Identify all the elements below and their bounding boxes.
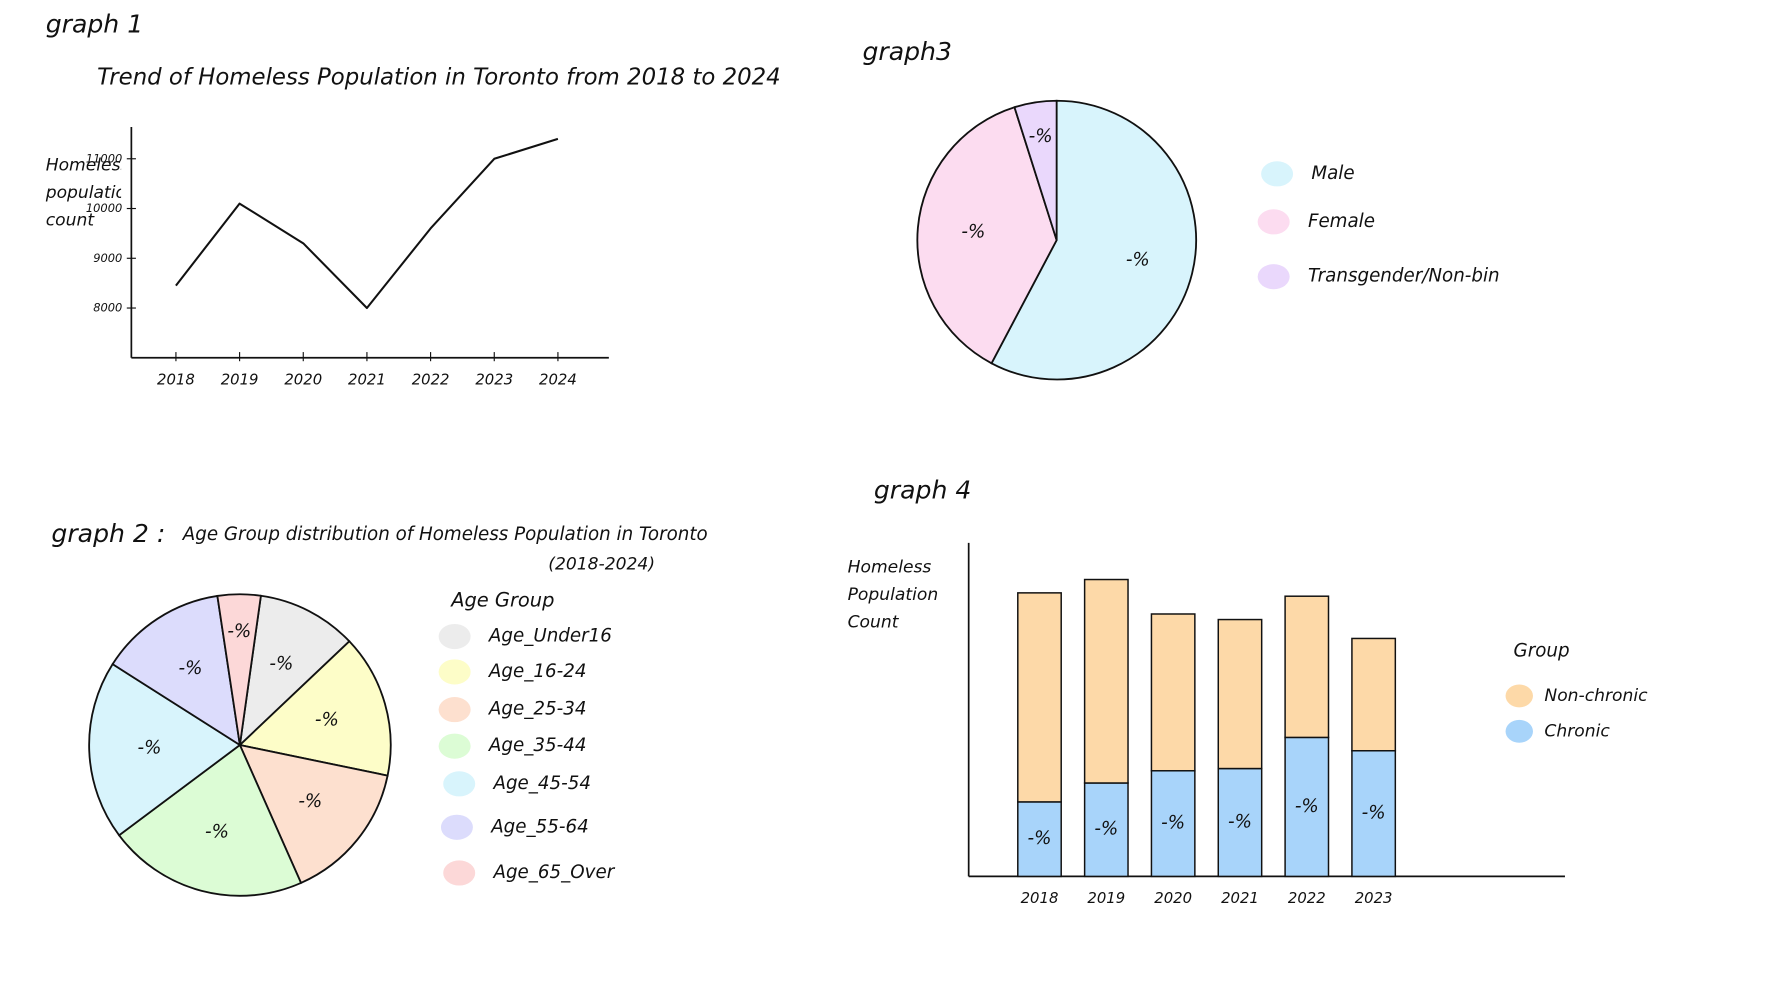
x-tick-label: 2022	[1288, 889, 1326, 907]
x-tick-label: 2021	[1221, 889, 1259, 907]
graph-label: graph3	[862, 37, 952, 66]
slice-label: -%	[205, 822, 229, 843]
legend-title: Group	[1514, 640, 1570, 661]
x-tick-label: 2020	[1154, 889, 1192, 907]
legend-swatch	[438, 697, 471, 723]
y-tick-label: 10000	[86, 201, 122, 215]
x-tick-label: 2024	[539, 371, 577, 389]
x-tick-label: 2018	[1021, 889, 1059, 907]
legend-swatch	[1505, 684, 1533, 708]
slice-label: -%	[961, 222, 985, 243]
legend-label: Age_25-34	[488, 699, 587, 720]
legend-swatch	[1257, 209, 1290, 235]
legend-label: Age_65_Over	[492, 862, 615, 883]
bar-label: -%	[1028, 828, 1052, 849]
bar-segment	[1083, 782, 1129, 878]
legend-swatch	[440, 814, 473, 840]
pie-slice	[88, 662, 242, 837]
legend-swatch	[438, 659, 471, 685]
x-tick-label: 2019	[221, 371, 259, 389]
slice-label: -%	[227, 621, 251, 642]
chart-title: Trend of Homeless Population in Toronto …	[97, 64, 781, 90]
legend-swatch	[443, 771, 476, 797]
pie-slice	[916, 106, 1058, 365]
legend-swatch	[443, 860, 476, 886]
bar-segment	[1351, 750, 1397, 878]
x-tick-label: 2019	[1087, 889, 1125, 907]
legend-swatch	[1257, 264, 1290, 290]
legend-label: Age_55-64	[490, 816, 589, 837]
bar-segment	[1083, 578, 1129, 784]
legend-swatch	[438, 733, 471, 759]
bar-label: -%	[1094, 819, 1118, 840]
y-tick-label: 9000	[93, 251, 122, 265]
pie-slice	[111, 594, 242, 747]
chart-title: Age Group distribution of Homeless Popul…	[182, 524, 708, 545]
slice-label: -%	[269, 654, 293, 675]
x-tick-label: 2018	[157, 371, 195, 389]
bar-segment	[1217, 767, 1263, 878]
slice-label: -%	[298, 791, 322, 812]
x-tick-label: 2023	[1355, 889, 1393, 907]
x-tick-label: 2022	[412, 371, 450, 389]
x-tick-label: 2020	[284, 371, 322, 389]
legend-label: Female	[1308, 211, 1375, 232]
y-axis-label-box: Homeless Population Count	[847, 556, 939, 632]
legend-label: Age_35-44	[488, 735, 587, 756]
pie-slice	[238, 743, 389, 885]
graph-label: graph 2 :	[51, 519, 165, 548]
legend-title: Age Group	[449, 589, 554, 612]
legend-label: Age_Under16	[488, 626, 612, 647]
bar-label: -%	[1228, 811, 1252, 832]
bar-segment	[1284, 595, 1330, 739]
bar-segment	[1284, 736, 1330, 878]
legend-label: Non-chronic	[1544, 686, 1648, 706]
pie-slice	[990, 99, 1197, 381]
y-axis-label-box: Homeless population count	[45, 154, 122, 230]
bar-label: -%	[1161, 813, 1185, 834]
pie-slice	[237, 640, 392, 777]
bar-segment	[1351, 637, 1397, 752]
slice-label: -%	[179, 658, 203, 679]
y-axis-label: Homeless Population Count	[847, 556, 939, 632]
trend-line	[175, 137, 559, 310]
y-tick-label: 8000	[93, 301, 122, 315]
slice-label: -%	[315, 709, 339, 730]
graph-label: graph 1	[46, 9, 144, 38]
legend-label: Age_16-24	[488, 661, 587, 682]
pie-slice	[216, 593, 262, 746]
pie-slice	[1013, 99, 1058, 241]
y-axis-label: Homeless population count	[45, 154, 122, 230]
legend-swatch	[1261, 161, 1294, 187]
bar-segment	[1217, 618, 1263, 770]
bar-label: -%	[1362, 803, 1386, 824]
legend-label: Chronic	[1544, 721, 1610, 741]
x-tick-label: 2023	[475, 371, 513, 389]
x-tick-label: 2021	[348, 371, 386, 389]
graph-label: graph 4	[874, 475, 972, 504]
slice-label: -%	[1029, 126, 1053, 147]
legend-swatch	[438, 623, 471, 650]
legend-swatch	[1505, 719, 1533, 743]
y-tick-label: 11000	[86, 151, 122, 165]
slice-label: -%	[1126, 249, 1150, 270]
pie-slice	[117, 743, 303, 897]
bar-segment	[1150, 770, 1196, 878]
bar-segment	[1150, 613, 1196, 772]
legend-label: Male	[1311, 163, 1354, 184]
legend-label: Age_45-54	[492, 773, 591, 794]
slice-label: -%	[138, 737, 162, 758]
bar-label: -%	[1295, 796, 1319, 817]
chart-subtitle: (2018-2024)	[548, 555, 655, 575]
bar-segment	[1017, 592, 1062, 803]
pie-slice	[238, 594, 351, 748]
legend-label: Transgender/Non-bin	[1308, 266, 1500, 287]
